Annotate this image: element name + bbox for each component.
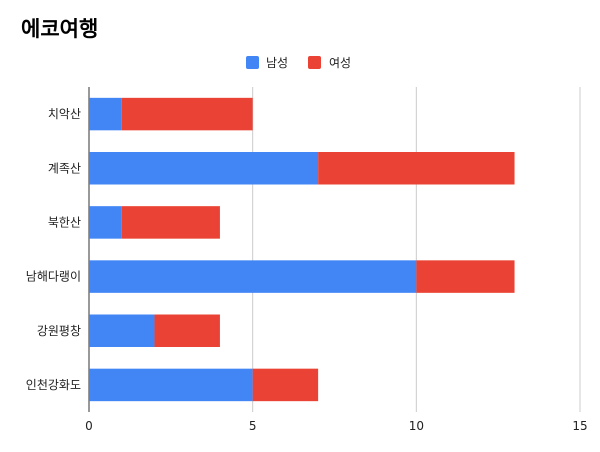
bar-male bbox=[89, 152, 319, 185]
category-label: 북한산 bbox=[48, 215, 81, 229]
category-label: 계족산 bbox=[48, 161, 81, 175]
bar-male bbox=[89, 314, 155, 347]
legend-swatch-male bbox=[246, 56, 259, 69]
bar-female bbox=[252, 368, 319, 402]
x-tick-labels: 0 5 10 15 bbox=[85, 419, 587, 433]
bars bbox=[89, 97, 515, 402]
legend-label-male: 남성 bbox=[266, 56, 288, 70]
category-label: 강원평창 bbox=[37, 324, 81, 338]
chart-title: 에코여행 bbox=[21, 17, 98, 41]
category-label: 남해다랭이 bbox=[26, 270, 81, 284]
bar-male bbox=[89, 260, 417, 293]
gridlines bbox=[88, 87, 581, 412]
x-tick-label: 0 bbox=[85, 419, 93, 433]
x-tick-label: 10 bbox=[409, 419, 424, 433]
bar-female bbox=[154, 314, 220, 347]
bar-male bbox=[89, 97, 122, 131]
bar-male bbox=[89, 206, 122, 239]
legend-swatch-female bbox=[308, 56, 321, 69]
bar-female bbox=[121, 97, 253, 131]
legend: 남성 여성 bbox=[246, 56, 351, 70]
bar-female bbox=[416, 260, 515, 293]
x-tick-label: 15 bbox=[572, 419, 587, 433]
bar-male bbox=[89, 368, 253, 402]
bar-female bbox=[318, 152, 515, 185]
bar-female bbox=[121, 206, 220, 239]
x-tick-label: 5 bbox=[249, 419, 257, 433]
legend-label-female: 여성 bbox=[329, 56, 351, 70]
category-label: 치악산 bbox=[48, 107, 81, 121]
category-label: 인천강화도 bbox=[26, 377, 81, 392]
